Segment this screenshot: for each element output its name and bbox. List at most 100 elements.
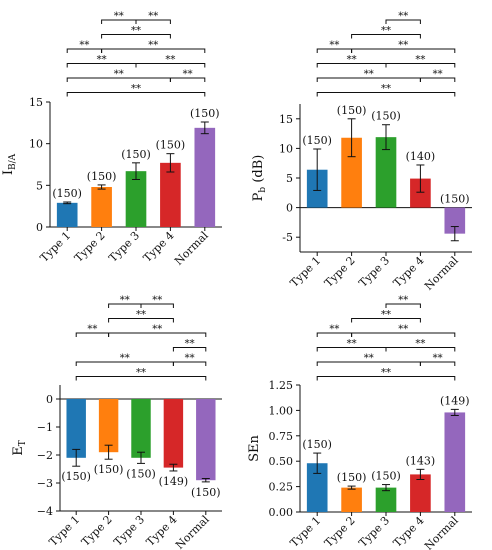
count-label: (150) [156,139,186,152]
x-tick-label: Normal [422,254,461,293]
significance-bracket [316,376,456,381]
count-label: (150) [440,193,470,206]
x-tick-label: Type 1 [288,254,324,290]
significance-label: ** [79,40,89,51]
panel-et: −4 −3 −2 −1 0 ET (150) Type 1 (150) Type 2 (150) Ty… [11,295,222,550]
significance-label: ** [120,295,130,306]
count-label: (150) [126,467,156,480]
x-tick-label: Type 3 [111,513,147,549]
significance-bracket [351,48,456,53]
significance-bracket [140,303,174,308]
significance-bracket [419,361,456,366]
x-tick-label: Normal [172,229,211,268]
x-tick-label: Normal [422,514,461,550]
significance-label: ** [398,295,408,306]
significance-label: ** [433,353,443,364]
y-tick-label: -5 [282,231,293,244]
significance-bracket [108,332,207,337]
y-axis-label: Pb (dB) [251,155,268,202]
significance-bracket [351,34,421,39]
y-tick-label: 0.50 [269,455,294,468]
count-label: (150) [94,463,124,476]
significance-label: ** [381,26,391,37]
panel-ib-a: 0 5 10 15 IB/A (150) Type 1 (150) Type 2 (150) Typ… [1,11,222,268]
x-tick-label: Type 4 [391,254,427,290]
significance-bracket [351,332,456,337]
significance-label: ** [381,368,391,379]
significance-bracket [172,361,207,366]
count-label: (150) [371,470,401,483]
bar [306,463,328,512]
bar [375,487,397,512]
significance-label: ** [398,40,408,51]
bar [194,127,216,227]
count-label: (150) [191,486,221,499]
y-tick-label: 0 [46,393,53,406]
y-tick-label: 0.25 [269,481,294,494]
y-tick-label: 15 [279,113,293,126]
bar [131,399,151,458]
count-label: (140) [406,150,436,163]
significance-label: ** [131,84,141,95]
panel-sen: 0.00 0.25 0.50 0.75 1.00 1.25 SEn (150) Type 1 (1… [247,295,472,550]
significance-label: ** [148,40,158,51]
significance-bracket [75,376,207,381]
significance-label: ** [131,26,141,37]
count-label: (150) [337,471,367,484]
x-tick-label: Type 2 [72,229,108,265]
significance-bracket [101,48,206,53]
bar [163,399,184,468]
x-tick-label: Type 1 [47,513,83,549]
significance-bracket [385,347,456,352]
y-tick-label: 0.00 [269,506,294,519]
significance-label: ** [347,339,357,350]
significance-label: ** [415,339,425,350]
significance-label: ** [120,353,130,364]
bar [341,137,362,208]
significance-label: ** [347,55,357,66]
bar [444,207,466,234]
significance-bracket [101,34,171,39]
y-axis-label: ET [11,440,28,456]
y-axis-label: SEn [247,434,262,461]
y-tick-label: 0 [36,221,43,234]
panel-pb: -5 0 5 10 15 Pb (dB) (150) Type 1 (150) Type 2 (15… [251,11,472,293]
y-tick-label: 10 [29,138,43,151]
y-tick-label: 1.00 [269,404,294,417]
y-tick-label: −1 [37,421,53,434]
bar [444,412,466,512]
y-tick-label: −3 [37,477,53,490]
significance-label: ** [87,324,97,335]
count-label: (150) [302,438,332,451]
significance-label: ** [148,11,158,22]
significance-label: ** [165,55,175,66]
count-label: (150) [87,170,117,183]
significance-label: ** [329,40,339,51]
significance-label: ** [152,295,162,306]
bar [56,202,78,227]
significance-label: ** [114,11,124,22]
y-tick-label: 0.75 [269,430,294,443]
count-label: (149) [440,394,470,407]
significance-bracket [316,92,456,97]
y-tick-label: −4 [37,505,53,518]
x-tick-label: Type 2 [79,513,115,549]
x-tick-label: Type 2 [322,514,358,550]
bar [341,487,362,512]
significance-bracket [385,303,421,308]
significance-label: ** [183,69,193,80]
y-axis-label: IB/A [1,153,18,175]
y-tick-label: 1.25 [269,379,294,392]
significance-bracket [108,318,174,323]
significance-bracket [351,318,421,323]
count-label: (150) [121,148,151,161]
significance-label: ** [381,310,391,321]
x-tick-label: Type 2 [322,254,358,290]
bar [375,137,397,208]
y-tick-label: 10 [279,142,293,155]
bar [91,187,112,227]
significance-label: ** [136,368,146,379]
bar [98,399,119,453]
y-tick-label: −2 [37,449,53,462]
